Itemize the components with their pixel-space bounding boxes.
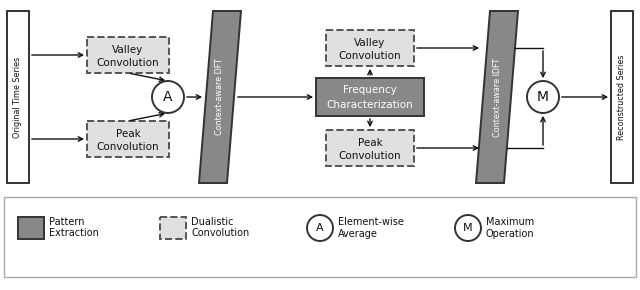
Text: A: A (163, 90, 173, 104)
Text: Reconstructed Series: Reconstructed Series (618, 54, 627, 140)
Bar (87, 37, 169, 73)
Text: Maximum: Maximum (486, 217, 534, 227)
Text: M: M (537, 90, 549, 104)
Text: Convolution: Convolution (191, 228, 249, 238)
Text: Average: Average (338, 229, 378, 239)
Text: Peak: Peak (358, 138, 382, 148)
Circle shape (455, 215, 481, 241)
Text: Original Time Series: Original Time Series (13, 56, 22, 138)
Circle shape (307, 215, 333, 241)
Text: Valley: Valley (113, 45, 143, 55)
Text: Element-wise: Element-wise (338, 217, 404, 227)
Circle shape (527, 81, 559, 113)
Text: Peak: Peak (116, 129, 140, 139)
Bar (326, 130, 414, 166)
Text: A: A (316, 223, 324, 233)
Text: Convolution: Convolution (339, 151, 401, 161)
Circle shape (152, 81, 184, 113)
Text: Characterization: Characterization (326, 100, 413, 110)
Bar (4, 197, 636, 277)
Bar (326, 30, 414, 66)
Text: M: M (463, 223, 473, 233)
Polygon shape (199, 11, 241, 183)
Bar (87, 121, 169, 157)
Text: Extraction: Extraction (49, 228, 99, 238)
Text: Dualistic: Dualistic (191, 217, 234, 227)
Bar (18, 217, 44, 239)
Text: Context-aware IDFT: Context-aware IDFT (493, 57, 502, 137)
Polygon shape (476, 11, 518, 183)
Text: Convolution: Convolution (339, 51, 401, 61)
Text: Operation: Operation (486, 229, 534, 239)
Bar (7, 11, 29, 183)
Text: Convolution: Convolution (97, 142, 159, 152)
Bar (611, 11, 633, 183)
Text: Valley: Valley (355, 38, 386, 48)
Bar (316, 78, 424, 116)
Bar (160, 217, 186, 239)
Text: Convolution: Convolution (97, 58, 159, 68)
Text: Frequency: Frequency (343, 85, 397, 95)
Text: Pattern: Pattern (49, 217, 84, 227)
Text: Context-aware DFT: Context-aware DFT (216, 59, 225, 135)
